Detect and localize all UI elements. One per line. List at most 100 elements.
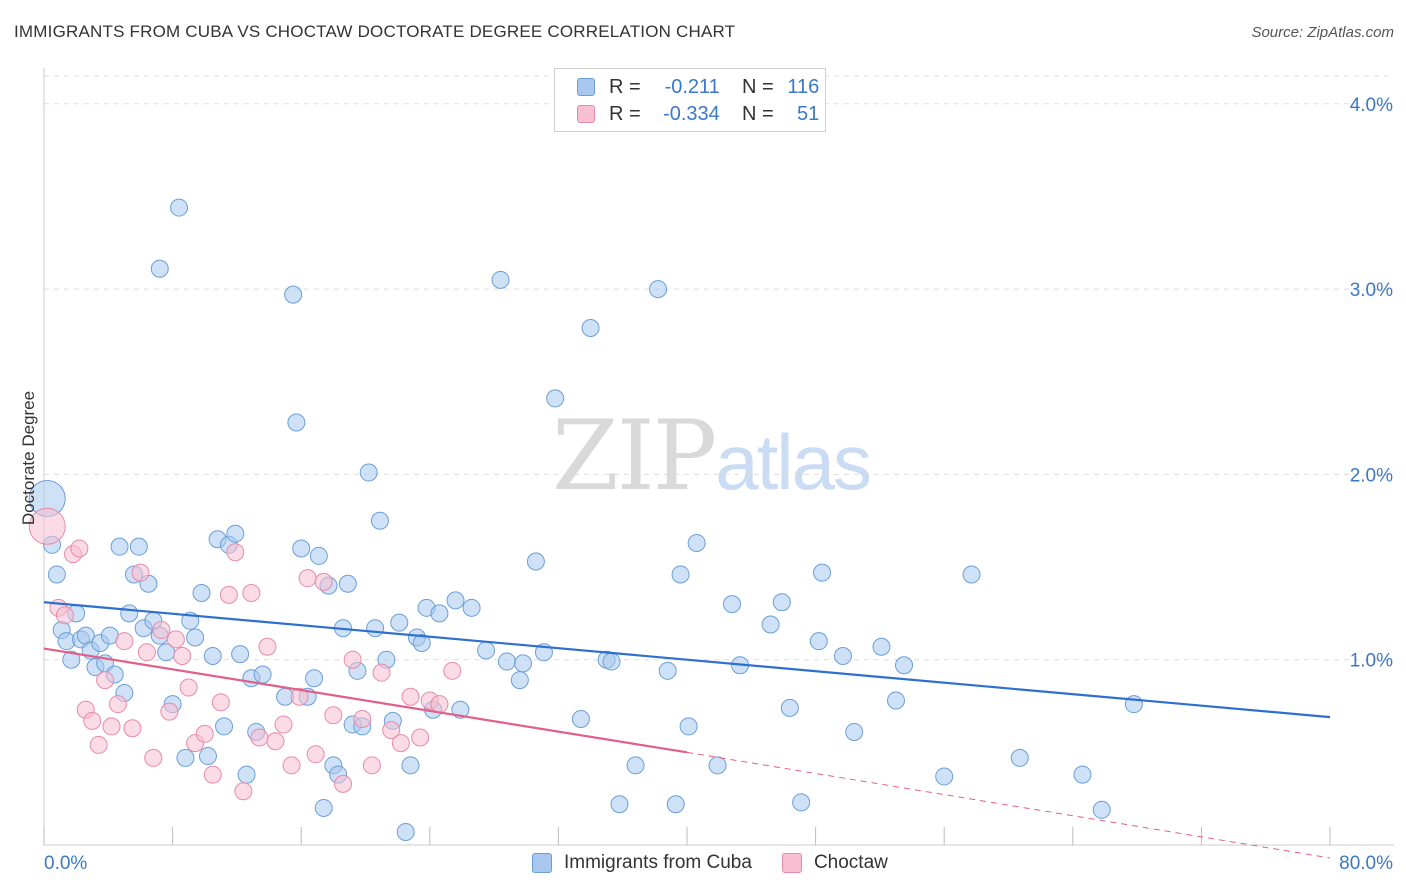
data-point-cuba bbox=[192, 583, 211, 602]
data-point-cuba bbox=[780, 698, 799, 717]
series-legend-item-cuba: Immigrants from Cuba bbox=[532, 852, 752, 874]
legend-n-value: 116 bbox=[787, 75, 820, 98]
data-point-cuba bbox=[287, 413, 306, 432]
legend-swatch-choctaw bbox=[577, 105, 595, 123]
series-swatch-choctaw bbox=[781, 853, 802, 873]
data-point-choctaw bbox=[298, 569, 317, 588]
data-point-choctaw bbox=[443, 661, 462, 680]
data-point-cuba bbox=[571, 709, 590, 728]
data-point-cuba bbox=[658, 661, 677, 680]
data-point-cuba bbox=[886, 691, 905, 710]
data-point-cuba bbox=[284, 285, 303, 304]
series-legend: Immigrants from Cuba Choctaw bbox=[532, 852, 918, 874]
legend-n-label: N = bbox=[742, 75, 774, 98]
data-point-cuba bbox=[497, 652, 516, 671]
data-point-choctaw bbox=[160, 702, 179, 721]
data-point-choctaw bbox=[115, 632, 134, 651]
data-point-choctaw bbox=[258, 637, 277, 656]
data-point-choctaw bbox=[234, 782, 253, 801]
data-point-choctaw bbox=[123, 719, 142, 738]
data-point-cuba bbox=[198, 747, 217, 766]
data-point-cuba bbox=[366, 619, 385, 638]
data-point-choctaw bbox=[362, 756, 381, 775]
correlation-legend: R = -0.211 N = 116 R = -0.334 N = 51 bbox=[554, 68, 826, 132]
chart-title: IMMIGRANTS FROM CUBA VS CHOCTAW DOCTORAT… bbox=[14, 22, 736, 41]
data-point-cuba bbox=[708, 756, 727, 775]
axes bbox=[43, 68, 1394, 846]
data-point-cuba bbox=[526, 552, 545, 571]
data-point-choctaw bbox=[219, 585, 238, 604]
data-point-cuba bbox=[338, 574, 357, 593]
data-point-choctaw bbox=[211, 693, 230, 712]
data-point-cuba bbox=[833, 646, 852, 665]
y-tick-label: 2.0% bbox=[1350, 465, 1393, 486]
data-point-choctaw bbox=[96, 671, 115, 690]
y-axis-label: Doctorate Degree bbox=[19, 391, 38, 525]
legend-r-value: -0.334 bbox=[663, 102, 720, 125]
data-point-cuba bbox=[186, 628, 205, 647]
data-point-cuba bbox=[430, 604, 449, 623]
data-point-cuba bbox=[129, 537, 148, 556]
data-point-choctaw bbox=[353, 709, 372, 728]
trend-lines bbox=[43, 601, 1331, 859]
data-point-choctaw bbox=[282, 756, 301, 775]
trend-line-extension bbox=[686, 751, 1331, 859]
data-point-cuba bbox=[396, 823, 415, 842]
data-point-cuba bbox=[150, 259, 169, 278]
data-point-cuba bbox=[792, 793, 811, 812]
legend-row-cuba: R = -0.211 N = 116 bbox=[577, 74, 819, 100]
trend-line-choctaw bbox=[43, 647, 688, 754]
x-tick-label-max: 80.0% bbox=[1339, 853, 1393, 874]
data-point-cuba bbox=[47, 565, 66, 584]
y-tick-label: 1.0% bbox=[1350, 651, 1393, 672]
series-label-cuba: Immigrants from Cuba bbox=[564, 852, 752, 873]
data-point-cuba bbox=[510, 671, 529, 690]
data-point-choctaw bbox=[343, 650, 362, 669]
data-point-cuba bbox=[359, 463, 378, 482]
series-swatch-cuba bbox=[532, 853, 552, 873]
data-point-choctaw bbox=[70, 539, 89, 558]
data-point-choctaw bbox=[137, 643, 156, 662]
data-point-cuba bbox=[514, 654, 533, 673]
data-point-cuba bbox=[845, 722, 864, 741]
data-point-cuba bbox=[170, 198, 189, 217]
grid-lines bbox=[44, 75, 1394, 661]
data-point-choctaw bbox=[152, 621, 171, 640]
data-point-cuba bbox=[446, 591, 465, 610]
legend-r-label: R = bbox=[609, 75, 641, 98]
data-point-choctaw bbox=[333, 774, 352, 793]
data-point-choctaw bbox=[306, 745, 325, 764]
data-point-choctaw bbox=[250, 728, 269, 747]
data-point-cuba bbox=[401, 756, 420, 775]
data-point-choctaw bbox=[108, 695, 127, 714]
y-tick-label: 4.0% bbox=[1350, 95, 1393, 116]
data-point-choctaw bbox=[401, 687, 420, 706]
data-point-cuba bbox=[772, 593, 791, 612]
data-point-cuba bbox=[671, 565, 690, 584]
data-point-choctaw bbox=[179, 678, 198, 697]
data-point-cuba bbox=[120, 604, 139, 623]
data-point-cuba bbox=[305, 669, 324, 688]
trend-line-cuba bbox=[43, 601, 1331, 719]
data-point-cuba bbox=[1092, 800, 1111, 819]
data-point-cuba bbox=[935, 767, 954, 786]
data-point-choctaw bbox=[430, 695, 449, 714]
data-point-choctaw bbox=[324, 706, 343, 725]
data-point-choctaw bbox=[226, 543, 245, 562]
data-point-cuba bbox=[546, 389, 565, 408]
y-tick-label: 3.0% bbox=[1350, 280, 1393, 301]
series-label-choctaw: Choctaw bbox=[813, 852, 888, 873]
data-point-choctaw bbox=[144, 748, 163, 767]
source-label: Source: ZipAtlas.com bbox=[1251, 24, 1394, 41]
data-point-cuba bbox=[62, 650, 81, 669]
legend-n-label: N = bbox=[742, 102, 774, 125]
data-point-cuba bbox=[226, 524, 245, 543]
data-point-cuba bbox=[309, 546, 328, 565]
data-point-cuba bbox=[687, 533, 706, 552]
data-point-cuba bbox=[237, 765, 256, 784]
data-point-choctaw bbox=[195, 724, 214, 743]
data-point-cuba bbox=[1073, 765, 1092, 784]
data-point-cuba bbox=[610, 795, 629, 814]
legend-r-value: -0.211 bbox=[664, 75, 720, 98]
legend-n-value: 51 bbox=[797, 102, 820, 125]
